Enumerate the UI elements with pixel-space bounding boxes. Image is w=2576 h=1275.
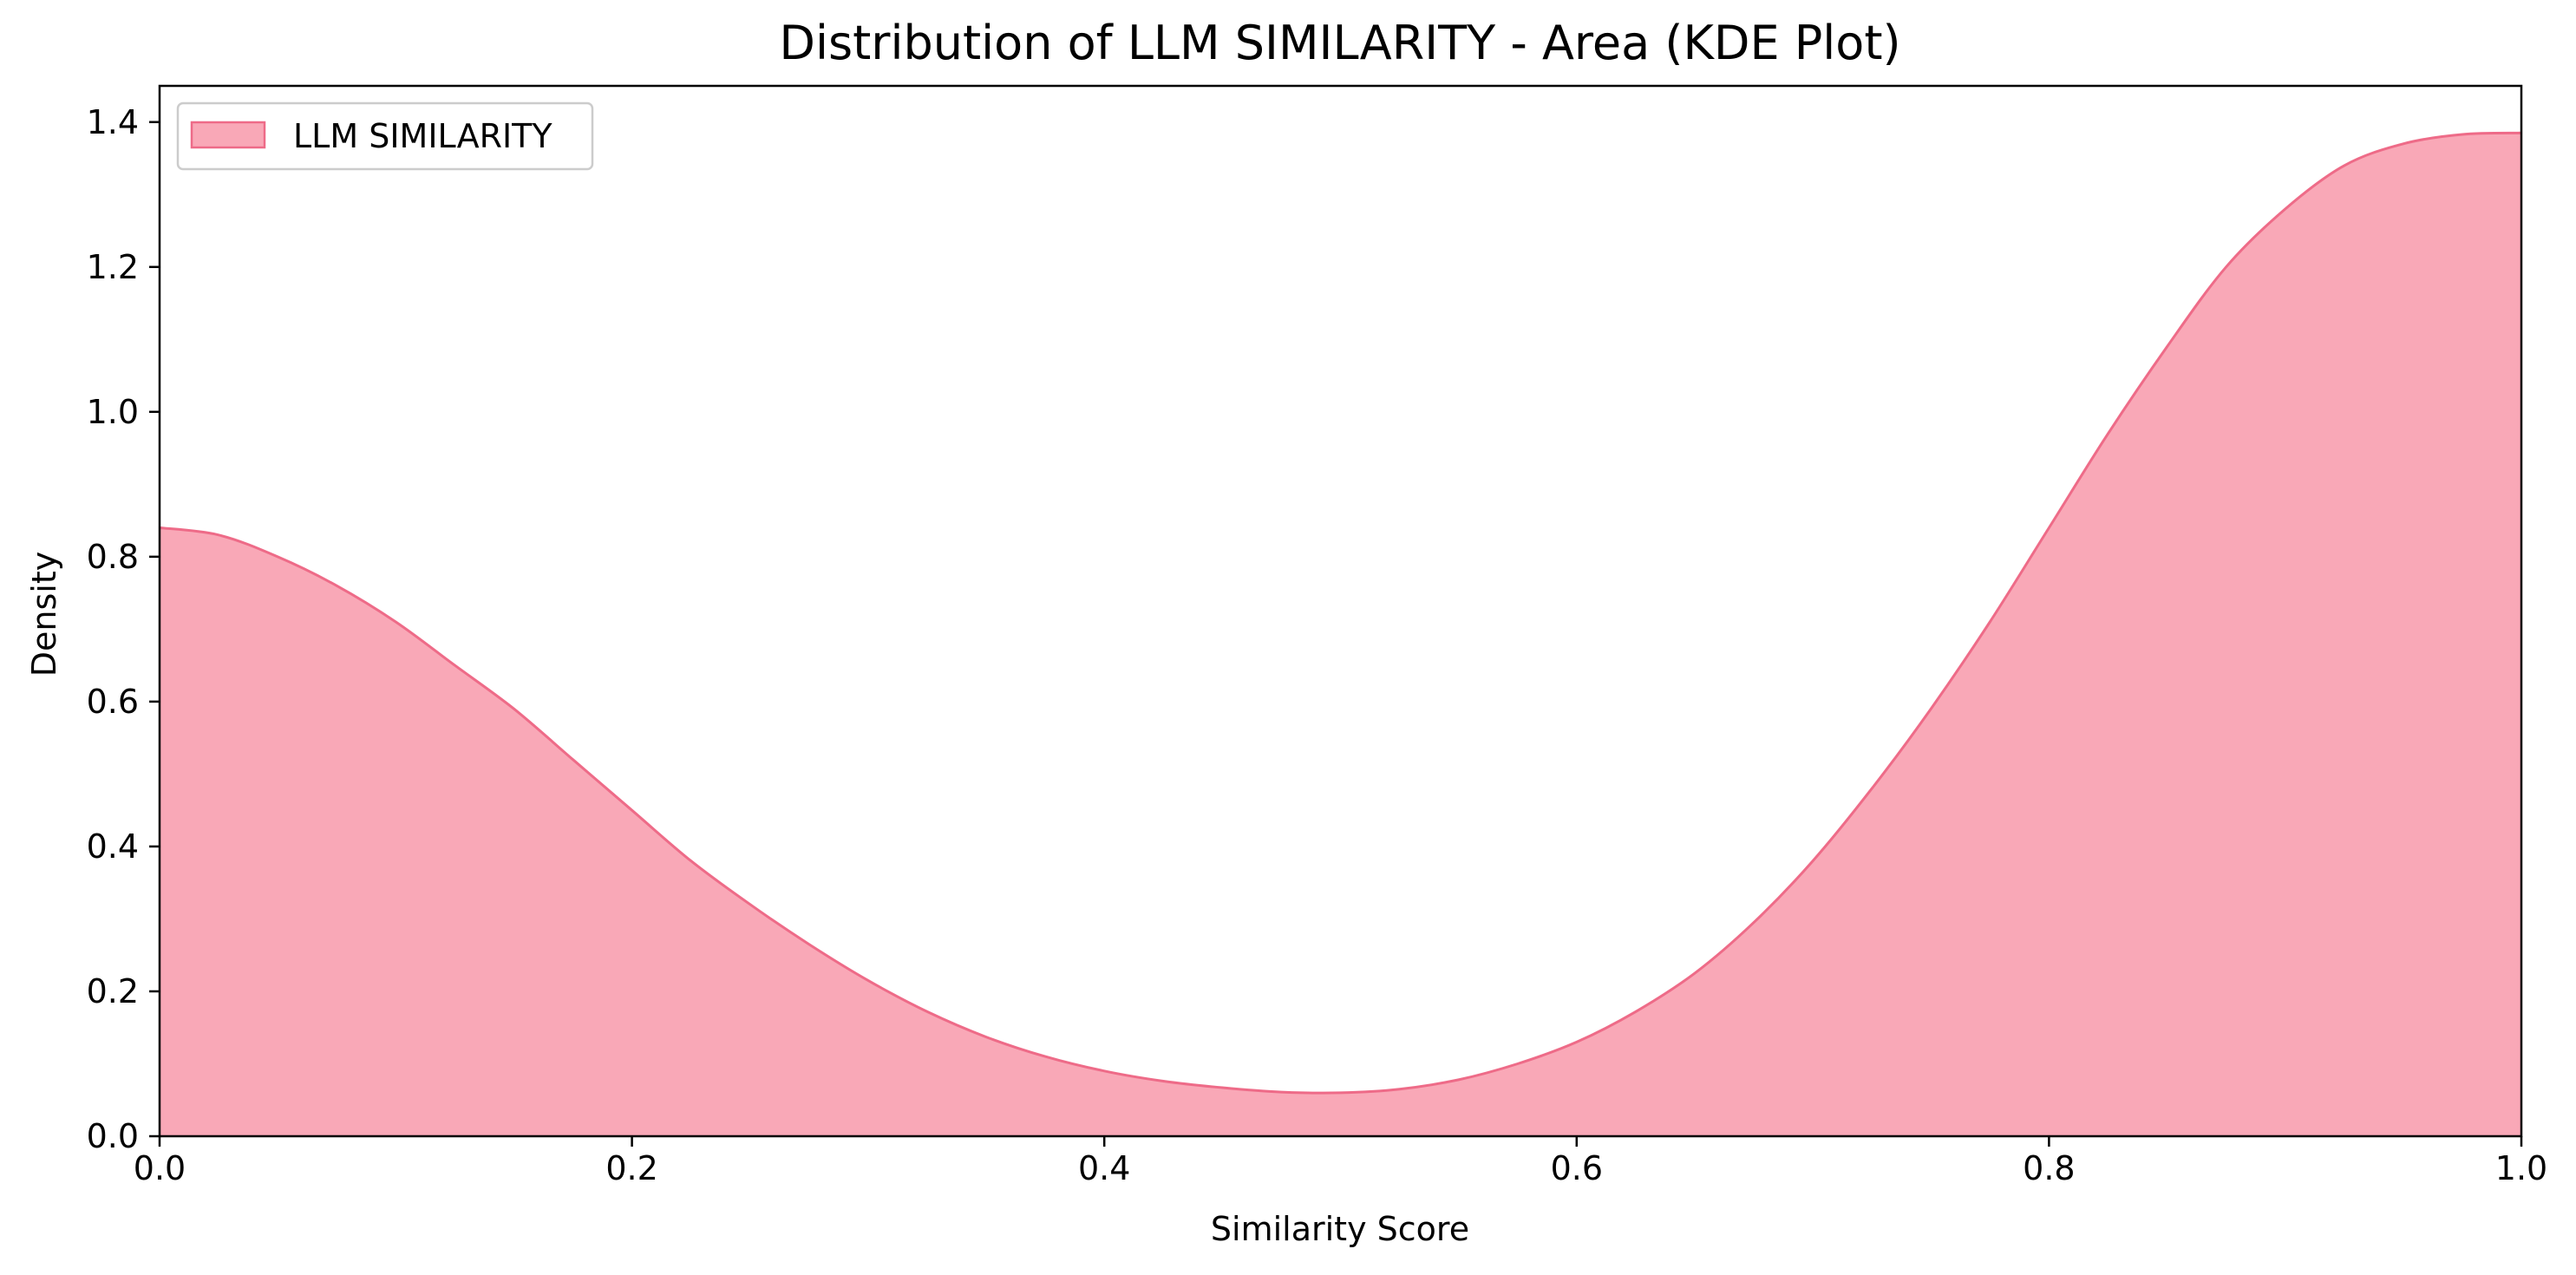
x-tick-label: 0.6 — [1551, 1149, 1603, 1187]
y-tick-label: 0.2 — [87, 972, 139, 1010]
y-tick-label: 0.0 — [87, 1117, 139, 1155]
area-fill-0 — [160, 133, 2521, 1136]
y-tick-label: 0.6 — [87, 683, 139, 721]
x-tick-label: 1.0 — [2495, 1149, 2547, 1187]
legend-swatch — [190, 121, 266, 149]
x-tick-label: 0.0 — [134, 1149, 186, 1187]
y-tick-label: 0.4 — [87, 827, 139, 866]
x-axis-label: Similarity Score — [1211, 1210, 1469, 1248]
y-tick-label: 0.8 — [87, 538, 139, 576]
kde-curve-0 — [159, 131, 2522, 1095]
y-axis-label: Density — [25, 552, 63, 677]
x-tick-label: 0.8 — [2023, 1149, 2075, 1187]
plot-frame — [158, 84, 2523, 1138]
x-tick-label: 0.2 — [605, 1149, 657, 1187]
legend: LLM SIMILARITY — [176, 101, 594, 171]
legend-frame — [176, 101, 594, 171]
x-tick-label: 0.4 — [1078, 1149, 1130, 1187]
chart-title: Distribution of LLM SIMILARITY - Area (K… — [779, 16, 1900, 70]
y-tick-label: 1.4 — [87, 103, 139, 141]
legend-label: LLM SIMILARITY — [293, 117, 552, 155]
y-tick-label: 1.0 — [87, 393, 139, 431]
y-tick-label: 1.2 — [87, 248, 139, 286]
